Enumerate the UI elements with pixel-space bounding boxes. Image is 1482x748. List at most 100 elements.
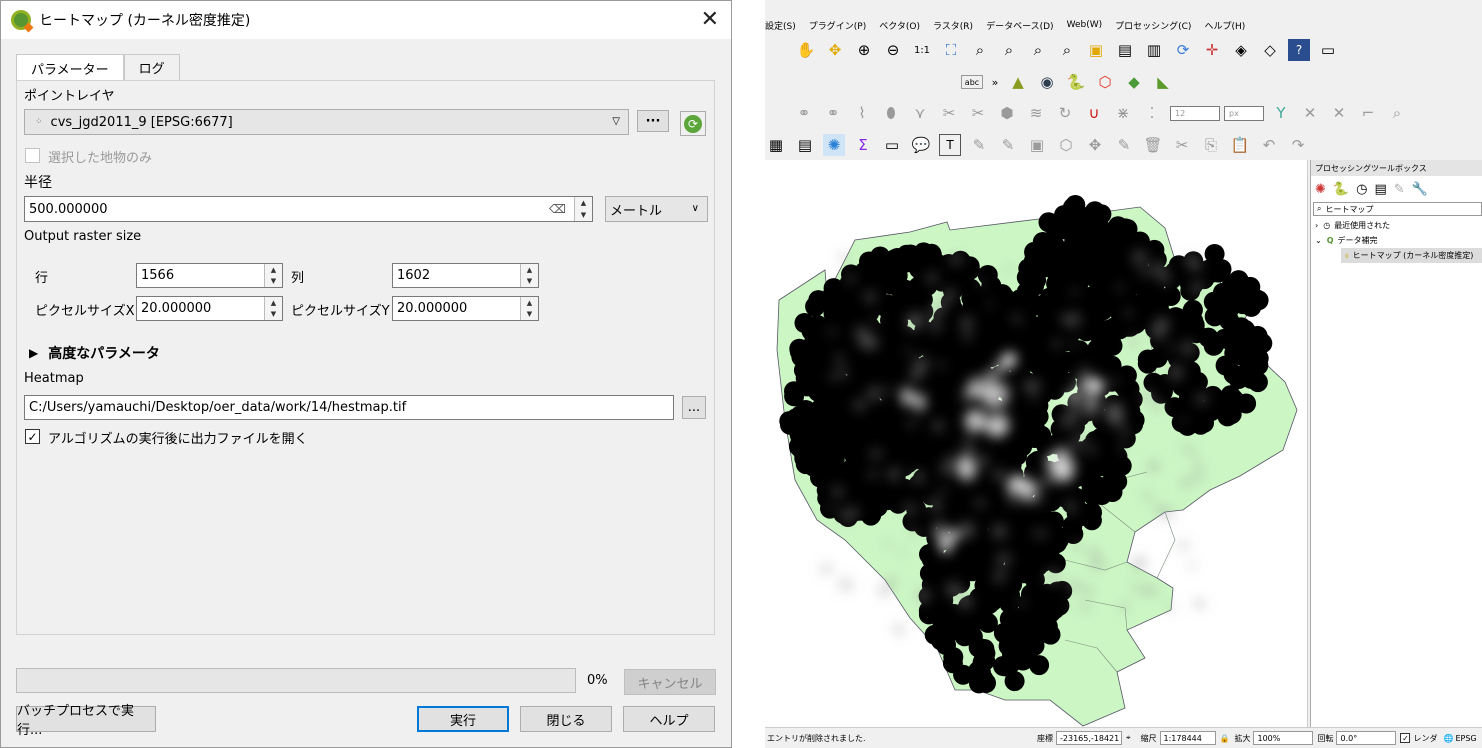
tab-log[interactable]: ログ — [123, 54, 180, 80]
radius-spinner[interactable]: ▲ ▼ — [574, 197, 592, 221]
tree-item-heatmap[interactable]: ⬨ ヒートマップ (カーネル密度推定) — [1341, 248, 1482, 263]
curve-icon[interactable]: ⌐ — [1361, 104, 1375, 122]
pixel-x-input[interactable]: 20.000000 ▲ ▼ — [136, 296, 283, 321]
pixel-x-spinner[interactable]: ▲ ▼ — [264, 297, 282, 320]
search-layer-icon[interactable]: ⌕ — [1392, 104, 1402, 122]
crosshair-icon[interactable]: ✛ — [1205, 41, 1219, 59]
identify-icon[interactable]: ◈ — [1235, 41, 1247, 59]
run-button[interactable]: 実行 — [417, 706, 509, 732]
tab-parameters[interactable]: パラメーター — [16, 54, 124, 81]
table-icon[interactable]: ▦ — [768, 136, 784, 154]
magnet-icon[interactable]: ∪ — [1088, 104, 1100, 122]
tree-item-interpolation[interactable]: ⌄ Q データ補完 — [1311, 233, 1482, 248]
simplify-icon[interactable]: ≋ — [1029, 104, 1043, 122]
globe-icon[interactable]: ◉ — [1040, 73, 1054, 91]
selected-only-checkbox[interactable] — [25, 148, 40, 163]
map-canvas[interactable] — [765, 160, 1308, 727]
cross-icon[interactable]: ✕ — [1303, 104, 1317, 122]
history-icon[interactable]: ◷ — [1356, 181, 1368, 197]
new-bookmark-icon[interactable]: ▣ — [1088, 41, 1104, 59]
trim-icon[interactable]: Y — [1276, 104, 1286, 122]
snapping-icon[interactable]: ⋇ — [1116, 104, 1130, 122]
radius-input[interactable]: 500.000000 ⌫ ▲ ▼ — [24, 196, 593, 222]
help-icon[interactable]: ? — [1288, 39, 1310, 61]
menu-help[interactable]: ヘルプ(H) — [1204, 21, 1246, 32]
rotate-icon[interactable]: ↻ — [1058, 104, 1072, 122]
magnifier-input[interactable]: 100% — [1253, 731, 1314, 745]
cross-icon[interactable]: ✕ — [1332, 104, 1346, 122]
batch-process-button[interactable]: バッチプロセスで実行... — [16, 704, 156, 738]
lock-icon[interactable]: 🔒 — [1219, 733, 1230, 743]
close-icon[interactable]: ✕ — [700, 7, 719, 32]
refresh-icon[interactable]: ⟳ — [1176, 41, 1190, 59]
zoom-layer-icon[interactable]: ⌕ — [1004, 41, 1014, 59]
zoom-native-icon[interactable]: 1:1 — [913, 44, 931, 56]
paste-icon[interactable]: 📋 — [1230, 136, 1250, 154]
ruler-icon[interactable]: ▭ — [884, 136, 900, 154]
node-tool-icon[interactable]: ⚭ — [797, 104, 811, 122]
zoom-in-icon[interactable]: ⊕ — [857, 41, 871, 59]
dots-icon[interactable]: ⁚ — [1149, 104, 1155, 122]
coordinate-input[interactable]: -23165,-18421 — [1056, 731, 1122, 745]
menu-database[interactable]: データベース(D) — [986, 21, 1054, 32]
reshape-icon[interactable]: ⌇ — [858, 104, 866, 122]
toolbox-search-input[interactable]: ⌕ ヒートマップ — [1313, 202, 1482, 216]
clear-icon[interactable]: ⌫ — [549, 202, 566, 216]
heatmap-output-input[interactable]: C:/Users/yamauchi/Desktop/oer_data/work/… — [24, 395, 674, 420]
zoom-selection-icon[interactable]: ⌕ — [975, 41, 985, 59]
rows-spinner[interactable]: ▲ ▼ — [264, 264, 282, 287]
globe-icon[interactable]: 🌐 — [1443, 733, 1454, 743]
radius-unit-select[interactable]: メートル ∨ — [605, 196, 708, 222]
advanced-parameters-toggle[interactable]: ▶ 高度なパラメータ — [29, 343, 160, 363]
pan-to-selection-icon[interactable]: ✥ — [828, 41, 842, 59]
menu-settings[interactable]: 設定(S) — [765, 21, 796, 32]
python-icon[interactable]: 🐍 — [1066, 73, 1086, 91]
pan-icon[interactable]: ✋ — [796, 41, 816, 59]
overflow-icon[interactable]: » — [991, 75, 999, 89]
results-icon[interactable]: ▤ — [1374, 181, 1387, 197]
scissors-parts-icon[interactable]: ✂ — [971, 104, 985, 122]
triangle-icon[interactable]: ▲ — [1012, 73, 1024, 91]
tooltip-icon[interactable]: 💬 — [911, 136, 931, 154]
zoom-last-icon[interactable]: ⌕ — [1033, 41, 1043, 59]
menu-vector[interactable]: ベクタ(O) — [879, 21, 920, 32]
snap-unit-select[interactable]: px — [1224, 105, 1264, 121]
snap-tolerance-input[interactable]: 12 — [1170, 105, 1220, 121]
sigma-icon[interactable]: Σ — [858, 136, 868, 154]
scissors-icon[interactable]: ✂ — [942, 104, 956, 122]
scale-select[interactable]: 1:178444 — [1159, 731, 1216, 745]
open-after-checkbox[interactable]: ✓ — [25, 429, 40, 444]
pencil-icon[interactable]: ✎ — [972, 136, 986, 154]
menu-processing[interactable]: プロセッシング(C) — [1115, 21, 1192, 32]
cancel-button[interactable]: キャンセル — [624, 669, 716, 695]
merge-icon[interactable]: ⚭ — [826, 104, 840, 122]
tree-item-recent[interactable]: › ◷ 最近使用された — [1311, 218, 1482, 233]
show-bookmarks-icon[interactable]: ▤ — [1117, 41, 1133, 59]
crs-toggle-icon[interactable]: ⌖ — [1126, 733, 1131, 742]
rotation-input[interactable]: 0.0° — [1336, 731, 1397, 745]
gear-icon[interactable]: ✺ — [823, 134, 845, 156]
python-icon[interactable]: 🐍 — [1332, 181, 1350, 197]
label-abc-icon[interactable]: abc — [961, 75, 983, 89]
close-button[interactable]: 閉じる — [520, 706, 612, 732]
edit-icon[interactable]: ✎ — [1001, 136, 1015, 154]
iterate-button[interactable]: ⟳ — [680, 111, 706, 136]
add-feature-icon[interactable]: ⬡ — [1059, 136, 1073, 154]
pixel-y-spinner[interactable]: ▲ ▼ — [520, 297, 538, 320]
cols-spinner[interactable]: ▲ ▼ — [520, 264, 538, 287]
vertex-icon[interactable]: ✎ — [1117, 136, 1131, 154]
fill-ring-icon[interactable]: ⬢ — [1000, 104, 1014, 122]
copy-icon[interactable]: ⎘ — [1204, 136, 1217, 154]
point-layer-select[interactable]: ⁘ cvs_jgd2011_9 [EPSG:6677] ▽ — [24, 109, 629, 135]
measure-icon[interactable]: ◇ — [1264, 41, 1276, 59]
trash-icon[interactable]: 🗑 — [1143, 136, 1163, 154]
redo-icon[interactable]: ↷ — [1291, 136, 1305, 154]
hexagon-icon[interactable]: ⬡ — [1098, 73, 1112, 91]
menu-web[interactable]: Web(W) — [1066, 20, 1103, 30]
zoom-full-icon[interactable]: ⛶ — [945, 41, 957, 59]
zoom-out-icon[interactable]: ⊖ — [886, 41, 900, 59]
wrench-icon[interactable]: 🔧 — [1411, 181, 1428, 197]
output-browse-button[interactable]: ... — [682, 396, 706, 419]
cols-input[interactable]: 1602 ▲ ▼ — [392, 263, 539, 288]
profile-icon[interactable]: ◣ — [1157, 73, 1169, 91]
